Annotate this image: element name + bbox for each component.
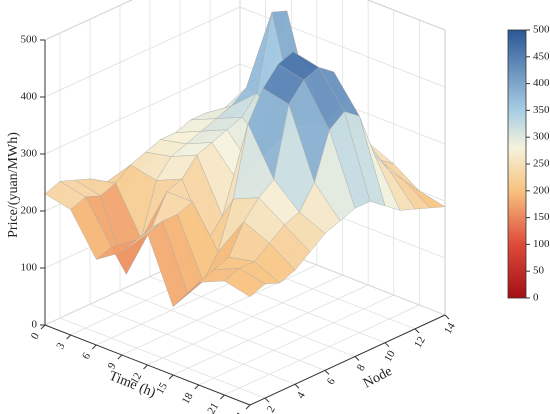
x-tick-label: 21 <box>205 401 221 414</box>
x-tick-label: 18 <box>180 390 196 406</box>
colorbar-tick-label: 400 <box>533 77 550 89</box>
tick-mark <box>117 354 123 360</box>
tick-mark <box>264 397 270 403</box>
grid-line <box>119 290 326 371</box>
tick-mark <box>168 374 174 380</box>
tick-mark <box>444 314 450 320</box>
colorbar-tick-label: 450 <box>533 50 550 62</box>
tick-mark <box>194 384 200 390</box>
tick-mark <box>294 383 300 389</box>
colorbar-tick-label: 350 <box>533 104 550 116</box>
z-tick-label: 400 <box>21 91 38 103</box>
y-tick-label: 10 <box>382 348 398 364</box>
tick-mark <box>143 364 148 370</box>
surface-patch <box>224 268 266 297</box>
y-tick-label: 8 <box>355 362 368 373</box>
tick-mark <box>245 404 251 410</box>
grid-line <box>89 303 296 385</box>
y-tick-label: 4 <box>295 390 308 401</box>
z-tick-label: 300 <box>21 148 38 160</box>
z-axis-label: Price/(yuan/MWh) <box>6 132 21 238</box>
tick-mark <box>324 370 330 375</box>
y-tick-label: 2 <box>265 404 278 414</box>
colorbar-tick-label: 500 <box>533 24 550 36</box>
colorbar-tick-label: 250 <box>533 158 550 170</box>
x-tick-label: 15 <box>154 380 170 396</box>
z-tick-label: 200 <box>21 205 38 217</box>
grid-line <box>224 304 420 396</box>
tick-mark <box>40 324 46 330</box>
y-tick-label: 6 <box>325 376 338 387</box>
tick-mark <box>354 356 360 361</box>
tick-mark <box>66 334 71 340</box>
tick-mark <box>384 342 390 348</box>
y-tick-label: 14 <box>442 320 458 336</box>
grid-line <box>367 0 446 31</box>
z-tick-label: 0 <box>32 319 38 331</box>
grid-line <box>59 317 266 399</box>
grid-line <box>198 294 394 386</box>
tick-mark <box>220 394 225 400</box>
grid-line <box>147 274 343 366</box>
x-tick-label: 12 <box>128 371 144 387</box>
grid-line <box>121 264 318 356</box>
y-tick-label: 12 <box>412 335 428 351</box>
grid-line <box>44 63 241 155</box>
grid-line <box>44 6 241 98</box>
colorbar-tick-label: 50 <box>533 265 545 277</box>
colorbar <box>507 29 527 299</box>
z-tick-label: 500 <box>21 34 38 46</box>
grid-line <box>44 0 133 41</box>
colorbar-tick-label: 300 <box>533 131 550 143</box>
colorbar-tick-label: 0 <box>533 292 539 304</box>
x-tick-label: 0 <box>29 330 42 341</box>
x-tick-label: 9 <box>106 360 119 371</box>
grid-line <box>172 284 369 376</box>
colorbar-tick-label: 200 <box>533 184 550 196</box>
tick-mark <box>91 344 97 350</box>
x-tick-label: 24 <box>231 410 247 414</box>
tick-mark <box>414 328 420 334</box>
axis-line <box>249 314 446 406</box>
colorbar-tick-label: 150 <box>533 211 550 223</box>
x-tick-label: 3 <box>54 340 67 351</box>
box-edge <box>44 0 133 41</box>
z-tick-label: 100 <box>21 262 38 274</box>
colorbar-tick-label: 100 <box>533 238 550 250</box>
x-tick-label: 6 <box>80 350 93 361</box>
